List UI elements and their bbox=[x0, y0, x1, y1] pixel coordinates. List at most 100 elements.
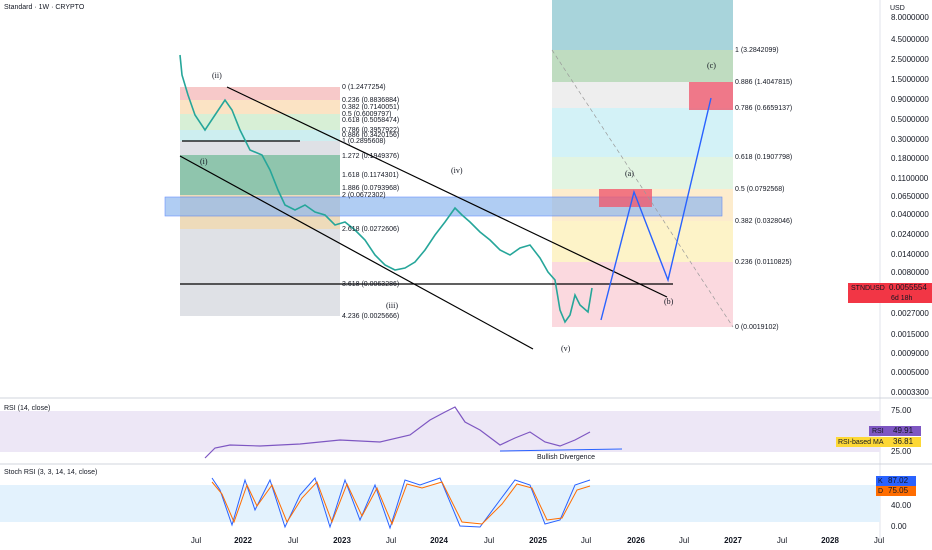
zone bbox=[180, 114, 340, 130]
d-value: 75.05 bbox=[888, 486, 909, 495]
fib-label: 1 (3.2842099) bbox=[735, 47, 779, 54]
time-label: 2025 bbox=[529, 536, 547, 545]
fib-label: 0.382 (0.7140051) bbox=[342, 104, 399, 111]
price-label: 0.0015000 bbox=[891, 330, 929, 339]
price-label: 0.0140000 bbox=[891, 250, 929, 259]
wave-label: (c) bbox=[707, 61, 716, 70]
blue-zone bbox=[164, 196, 723, 217]
d-label: D bbox=[878, 488, 883, 495]
price-label: 4.5000000 bbox=[891, 35, 929, 44]
time-label: Jul bbox=[679, 536, 689, 545]
price-label: 0.1100000 bbox=[891, 174, 929, 183]
zone bbox=[552, 262, 733, 327]
wave-label: (a) bbox=[625, 169, 634, 178]
zone bbox=[552, 157, 733, 189]
fib-label: 0.618 (0.5058474) bbox=[342, 117, 399, 124]
fib-label: 0.5 (0.6009797) bbox=[342, 111, 391, 118]
stoch-axis: 40.00 bbox=[891, 501, 912, 510]
price-badge bbox=[848, 283, 932, 303]
price-label: 0.0003300 bbox=[891, 388, 929, 397]
rsi-line bbox=[204, 406, 591, 459]
price-label: 0.0240000 bbox=[891, 230, 929, 239]
k-value: 87.02 bbox=[888, 476, 909, 485]
time-label: 2022 bbox=[234, 536, 252, 545]
fib-label: 1.272 (0.1949376) bbox=[342, 153, 399, 160]
rsi-band bbox=[0, 411, 880, 452]
price-label: 8.0000000 bbox=[891, 13, 929, 22]
time-label: Jul bbox=[191, 536, 201, 545]
fib-label: 0.886 (0.3420156) bbox=[342, 132, 399, 139]
wave-label: (iii) bbox=[386, 301, 398, 310]
fib-label: 0.236 (0.8836884) bbox=[342, 97, 399, 104]
rsi-axis: 25.00 bbox=[891, 447, 912, 456]
ma-value: 36.81 bbox=[893, 437, 914, 446]
fib-label: 1.618 (0.1174301) bbox=[342, 172, 399, 179]
price-line bbox=[179, 54, 593, 324]
time-label: 2028 bbox=[821, 536, 839, 545]
price-label: 0.0005000 bbox=[891, 368, 929, 377]
fib-label: 0 (1.2477254) bbox=[342, 84, 386, 91]
badge-countdown: 6d 18h bbox=[891, 295, 913, 302]
price-label: 0.3000000 bbox=[891, 135, 929, 144]
time-label: 2023 bbox=[333, 536, 351, 545]
time-label: 2024 bbox=[430, 536, 448, 545]
badge-price: 0.0055554 bbox=[889, 283, 927, 292]
price-label: 0.0400000 bbox=[891, 210, 929, 219]
price-label: 0.9000000 bbox=[891, 95, 929, 104]
rsi-value: 49.91 bbox=[893, 426, 914, 435]
price-label: 0.0080000 bbox=[891, 268, 929, 277]
fib-label: 0.5 (0.0792568) bbox=[735, 186, 784, 193]
channel-line bbox=[226, 86, 668, 298]
d-badge bbox=[886, 486, 916, 496]
fib-label: 2 (0.0672302) bbox=[342, 192, 386, 199]
fib-label: 3.618 (0.0063286) bbox=[342, 281, 399, 288]
stoch-d bbox=[211, 481, 591, 526]
fib-label: 0.618 (0.1907798) bbox=[735, 154, 792, 161]
fib-label: 0.886 (1.4047815) bbox=[735, 79, 792, 86]
rsi-badge bbox=[891, 426, 921, 436]
target-box bbox=[599, 189, 652, 207]
fib-label: 1.886 (0.0793968) bbox=[342, 185, 399, 192]
target-box bbox=[689, 82, 733, 110]
stoch-title: Stoch RSI (3, 3, 14, 14, close) bbox=[4, 469, 97, 476]
zone bbox=[180, 87, 340, 100]
fib-label: 0.382 (0.0328046) bbox=[735, 218, 792, 225]
time-label: 2027 bbox=[724, 536, 742, 545]
divergence-line bbox=[499, 448, 623, 452]
badge-symbol: STNDUSD bbox=[851, 285, 885, 292]
rsi-label: RSI bbox=[872, 428, 884, 435]
zone bbox=[552, 50, 733, 82]
time-label: Jul bbox=[874, 536, 884, 545]
price-label: 0.5000000 bbox=[891, 115, 929, 124]
price-label: 0.0027000 bbox=[891, 309, 929, 318]
k-badge bbox=[886, 476, 916, 486]
fib-label: 0.236 (0.0110825) bbox=[735, 259, 792, 266]
d-badge bbox=[876, 486, 886, 496]
price-label: 1.5000000 bbox=[891, 75, 929, 84]
fib-label: 2.618 (0.0272606) bbox=[342, 226, 399, 233]
divergence-label: Bullish Divergence bbox=[537, 454, 595, 461]
k-badge bbox=[876, 476, 886, 486]
ma-badge bbox=[891, 437, 921, 447]
time-label: Jul bbox=[288, 536, 298, 545]
title: Standard · 1W · CRYPTO bbox=[4, 4, 85, 11]
stoch-axis: 0.00 bbox=[891, 522, 907, 531]
fib-label: 0.786 (0.3957922) bbox=[342, 127, 399, 134]
wave-label: (ii) bbox=[212, 71, 222, 80]
k-label: K bbox=[878, 478, 883, 485]
wave-label: (i) bbox=[200, 157, 208, 166]
ma-label: RSI-based MA bbox=[838, 439, 884, 446]
wave-label: (v) bbox=[561, 344, 571, 353]
fib-label: 1 (0.2895608) bbox=[342, 138, 386, 145]
time-label: Jul bbox=[386, 536, 396, 545]
price-label: 2.5000000 bbox=[891, 55, 929, 64]
price-label: 0.1800000 bbox=[891, 154, 929, 163]
time-label: 2026 bbox=[627, 536, 645, 545]
zone bbox=[180, 155, 340, 195]
rsi-axis: 75.00 bbox=[891, 406, 912, 415]
time-label: Jul bbox=[484, 536, 494, 545]
diagonal bbox=[551, 49, 734, 328]
fib-label: 0 (0.0019102) bbox=[735, 324, 779, 331]
